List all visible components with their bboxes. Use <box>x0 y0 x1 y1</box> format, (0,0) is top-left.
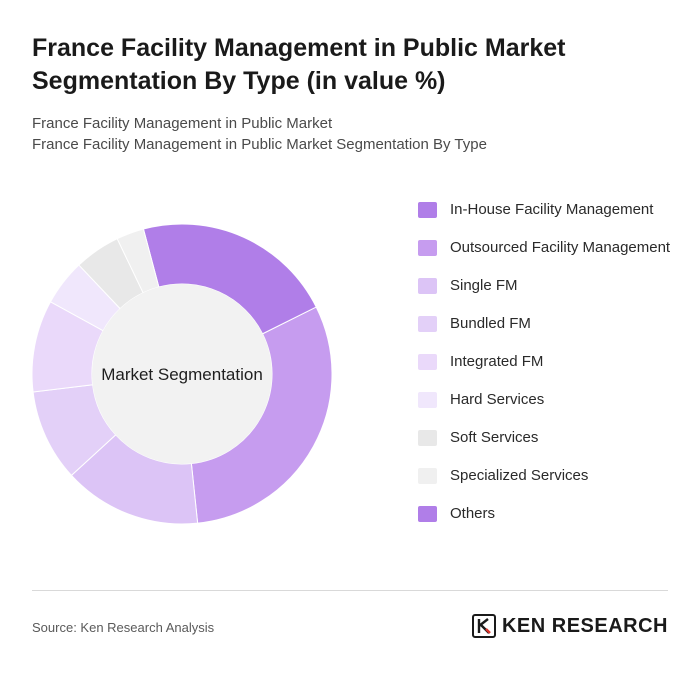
legend-label: Bundled FM <box>450 315 531 332</box>
legend-item: Bundled FM <box>418 312 680 335</box>
legend-item: Soft Services <box>418 426 680 449</box>
legend-label: Soft Services <box>450 429 539 446</box>
footer-divider <box>32 590 668 591</box>
chart-legend: In-House Facility Management Outsourced F… <box>418 198 680 540</box>
donut-center-label: Market Segmentation <box>101 365 263 384</box>
legend-label: Integrated FM <box>450 353 544 370</box>
subtitle-line-1: France Facility Management in Public Mar… <box>32 115 333 132</box>
legend-swatch <box>418 202 437 218</box>
legend-label: Hard Services <box>450 391 545 408</box>
legend-item: Others <box>418 502 680 525</box>
legend-item: Specialized Services <box>418 464 680 487</box>
legend-swatch <box>418 240 437 256</box>
legend-swatch <box>418 316 437 332</box>
legend-label: In-House Facility Management <box>450 201 654 218</box>
legend-swatch <box>418 354 437 370</box>
legend-label: Specialized Services <box>450 467 589 484</box>
brand-name: KEN RESEARCH <box>501 614 668 637</box>
chart-subtitle: France Facility Management in Public Mar… <box>32 113 672 155</box>
chart-title: France Facility Management in Public Mar… <box>32 34 566 95</box>
legend-swatch <box>418 392 437 408</box>
legend-label: Single FM <box>450 277 518 294</box>
donut-chart: Market Segmentation <box>31 223 333 525</box>
source-note: Source: Ken Research Analysis <box>32 620 215 635</box>
brand-logo: KEN RESEARCH <box>471 614 668 638</box>
legend-item: Single FM <box>418 274 680 297</box>
donut-center <box>92 284 272 464</box>
legend-swatch <box>418 468 437 484</box>
donut-slices <box>31 223 333 525</box>
legend-item: In-House Facility Management <box>418 198 680 221</box>
legend-swatch <box>418 430 437 446</box>
legend-item: Hard Services <box>418 388 680 411</box>
ken-research-logo-icon <box>471 614 496 638</box>
legend-swatch <box>418 278 437 294</box>
legend-label: Outsourced Facility Management <box>450 239 671 256</box>
legend-item: Outsourced Facility Management <box>418 236 680 259</box>
subtitle-line-2: France Facility Management in Public Mar… <box>32 136 487 153</box>
legend-swatch <box>418 506 437 522</box>
legend-label: Others <box>450 505 496 522</box>
legend-item: Integrated FM <box>418 350 680 373</box>
